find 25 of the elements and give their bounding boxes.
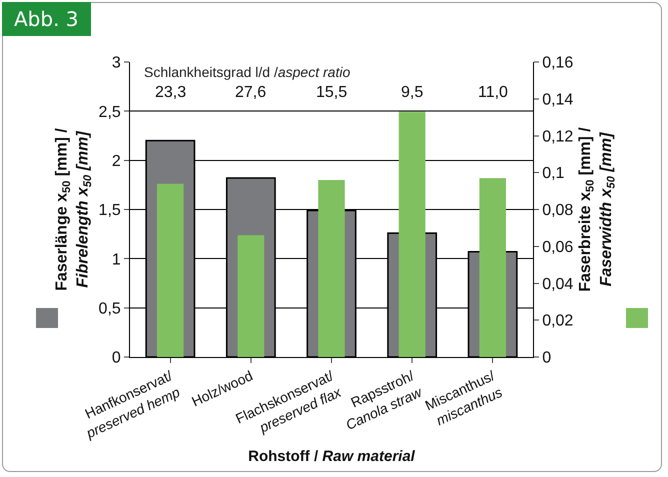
y-tick-label: 0,5: [98, 300, 121, 318]
y2-tick-label: 0,1: [542, 165, 565, 182]
annotation: 11,0: [478, 84, 508, 101]
chart-title: Abb. 3: [2, 2, 91, 36]
y2-tick-label: 0,04: [542, 276, 574, 293]
y2-tick-label: 0,08: [542, 202, 574, 220]
x-axis-title: Rohstoff / Raw material: [248, 448, 416, 466]
y-tick-label: 2: [112, 152, 121, 170]
y-tick-label: 2,5: [98, 104, 121, 121]
annotation: 27,6: [235, 84, 266, 101]
annotation: Schlankheitsgrad l/d /aspect ratio: [144, 64, 350, 80]
y2-tick-label: 0,06: [542, 238, 574, 256]
y-tick-label: 0: [112, 350, 121, 367]
annotation: 23,3: [155, 84, 186, 101]
annotation: 9,5: [401, 84, 424, 101]
y-tick-label: 1: [112, 251, 121, 268]
annotation: 15,5: [316, 84, 348, 101]
y2-tick-label: 0: [542, 350, 552, 367]
y2-tick-label: 0,12: [542, 128, 574, 146]
y-tick-label: 3: [112, 54, 121, 72]
y-tick-label: 1,5: [98, 202, 121, 220]
y2-tick-label: 0,02: [542, 312, 574, 330]
bar: [238, 235, 264, 357]
y2-tick-label: 0,14: [542, 91, 574, 108]
y2-tick-label: 0,16: [542, 54, 574, 72]
